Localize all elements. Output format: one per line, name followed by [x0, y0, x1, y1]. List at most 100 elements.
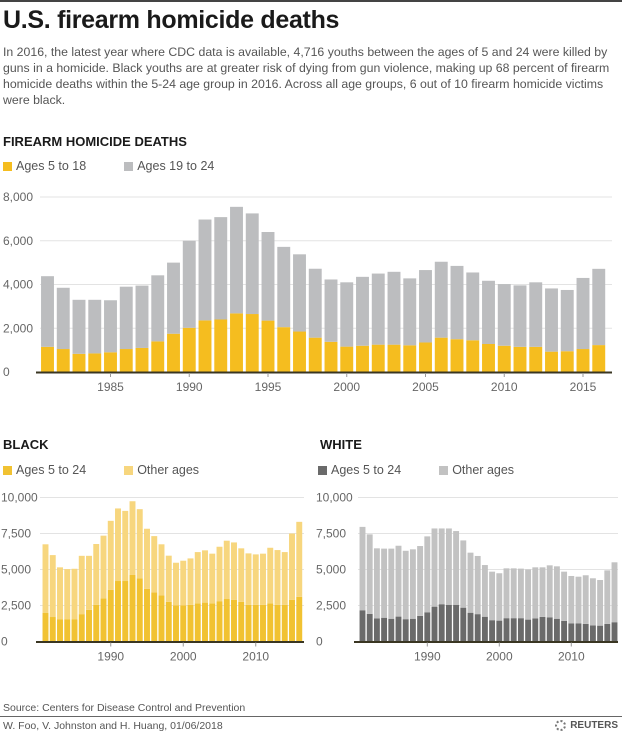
- bar-lower-1998: [165, 601, 172, 642]
- bar-upper-1993: [230, 206, 243, 314]
- bar-lower-1989: [167, 333, 180, 372]
- bar-lower-1993: [129, 574, 136, 642]
- bar-lower-2015: [604, 623, 611, 642]
- footer-rule: [0, 716, 622, 717]
- bar-lower-1997: [293, 331, 306, 372]
- bar-upper-2012: [582, 575, 589, 624]
- bar-lower-2008: [553, 618, 560, 642]
- bar-lower-1997: [158, 595, 165, 642]
- bar-upper-1996: [277, 246, 291, 328]
- bar-upper-2014: [560, 289, 574, 352]
- bar-upper-1998: [308, 268, 322, 338]
- bar-lower-2004: [403, 345, 417, 372]
- bar-lower-1996: [467, 612, 474, 642]
- bar-upper-1984: [381, 548, 388, 618]
- x-tick-label: 2010: [491, 380, 518, 394]
- y-tick-label: 0: [3, 365, 10, 379]
- bar-lower-2007: [450, 339, 464, 372]
- bar-lower-1999: [324, 341, 338, 372]
- bar-upper-2003: [517, 568, 524, 619]
- bar-lower-1993: [230, 313, 243, 372]
- bar-lower-2013: [274, 604, 281, 642]
- bar-upper-1998: [165, 555, 172, 602]
- bar-upper-1999: [173, 562, 179, 606]
- bar-lower-1990: [107, 589, 114, 642]
- bar-lower-2016: [592, 345, 606, 372]
- bar-upper-1995: [144, 528, 150, 589]
- bar-upper-1988: [409, 549, 416, 619]
- x-tick-label: 2015: [570, 380, 597, 394]
- x-tick-label: 1990: [414, 650, 441, 664]
- bar-upper-1987: [135, 285, 149, 348]
- legend-swatch: [318, 465, 327, 475]
- main-chart: 0 2,000 4,000 6,000 8,000 1985 1990 1995 2000 200…: [3, 190, 612, 394]
- bar-lower-1984: [88, 353, 102, 372]
- intro-text: In 2016, the latest year where CDC data …: [3, 45, 610, 107]
- bar-upper-2014: [281, 552, 288, 605]
- bar-upper-1983: [72, 299, 86, 354]
- bar-upper-2010: [568, 575, 575, 624]
- bar-upper-1983: [373, 548, 380, 619]
- legend-item-black-ages-5-24: Ages 5 to 24: [3, 463, 86, 477]
- x-tick-label: 1995: [255, 380, 282, 394]
- reuters-logo: REUTERS: [555, 720, 618, 731]
- bar-upper-1993: [129, 501, 136, 575]
- y-tick-label: 2,500: [316, 599, 346, 613]
- bar-lower-2004: [209, 603, 216, 642]
- bar-upper-1991: [431, 528, 438, 607]
- bar-lower-1982: [49, 617, 56, 642]
- bar-upper-2003: [202, 550, 208, 603]
- bar-upper-1986: [78, 555, 85, 615]
- legend-label: Ages 19 to 24: [137, 159, 215, 173]
- legend-item-ages-19-24: Ages 19 to 24: [124, 159, 214, 173]
- bar-upper-2007: [546, 565, 553, 618]
- bar-lower-1982: [366, 613, 373, 642]
- bar-lower-2000: [340, 346, 354, 372]
- legend-label: Ages 5 to 24: [331, 463, 402, 477]
- bar-upper-2006: [434, 261, 448, 338]
- x-tick-label: 1985: [97, 380, 124, 394]
- bar-upper-1992: [214, 217, 228, 320]
- bar-lower-2011: [575, 623, 582, 642]
- bar-upper-2001: [503, 568, 510, 619]
- legend-label: Other ages: [137, 463, 200, 477]
- bar-upper-2016: [296, 521, 303, 597]
- bar-upper-2013: [545, 288, 558, 352]
- bar-lower-2014: [560, 351, 574, 372]
- bar-upper-2006: [539, 567, 546, 617]
- bar-lower-2000: [496, 620, 503, 642]
- legend-swatch: [124, 465, 134, 475]
- bar-lower-2013: [589, 625, 596, 642]
- main-chart-legend: Ages 5 to 18 Ages 19 to 24: [3, 159, 252, 173]
- bar-lower-2014: [281, 604, 288, 642]
- bar-upper-1995: [261, 232, 275, 321]
- bar-lower-2003: [517, 618, 524, 642]
- bar-upper-1984: [88, 299, 102, 354]
- legend-swatch: [124, 161, 134, 171]
- bar-upper-1982: [56, 287, 70, 350]
- bar-lower-1997: [474, 614, 481, 642]
- bar-lower-1995: [460, 607, 467, 642]
- bar-lower-1983: [72, 353, 86, 372]
- bar-upper-1994: [245, 213, 259, 315]
- x-tick-label: 2005: [412, 380, 439, 394]
- bar-lower-2009: [482, 344, 495, 372]
- bar-lower-2011: [260, 604, 266, 642]
- y-tick-label: 5,000: [1, 563, 31, 577]
- bar-upper-2011: [513, 285, 527, 347]
- bar-upper-2011: [260, 553, 266, 605]
- bar-upper-1981: [41, 276, 54, 347]
- bar-lower-1981: [42, 612, 49, 642]
- bar-lower-2012: [582, 623, 589, 642]
- bar-upper-1992: [122, 510, 129, 582]
- bar-upper-1987: [86, 555, 92, 610]
- bar-upper-1988: [151, 275, 165, 342]
- bar-lower-1991: [198, 320, 212, 372]
- bar-upper-1989: [167, 262, 180, 334]
- page-title: U.S. firearm homicide deaths: [3, 6, 340, 34]
- bar-upper-2001: [187, 558, 194, 605]
- bar-lower-2005: [532, 618, 539, 642]
- legend-item-ages-5-18: Ages 5 to 18: [3, 159, 86, 173]
- bar-upper-2012: [529, 282, 543, 347]
- bar-lower-1987: [135, 347, 149, 372]
